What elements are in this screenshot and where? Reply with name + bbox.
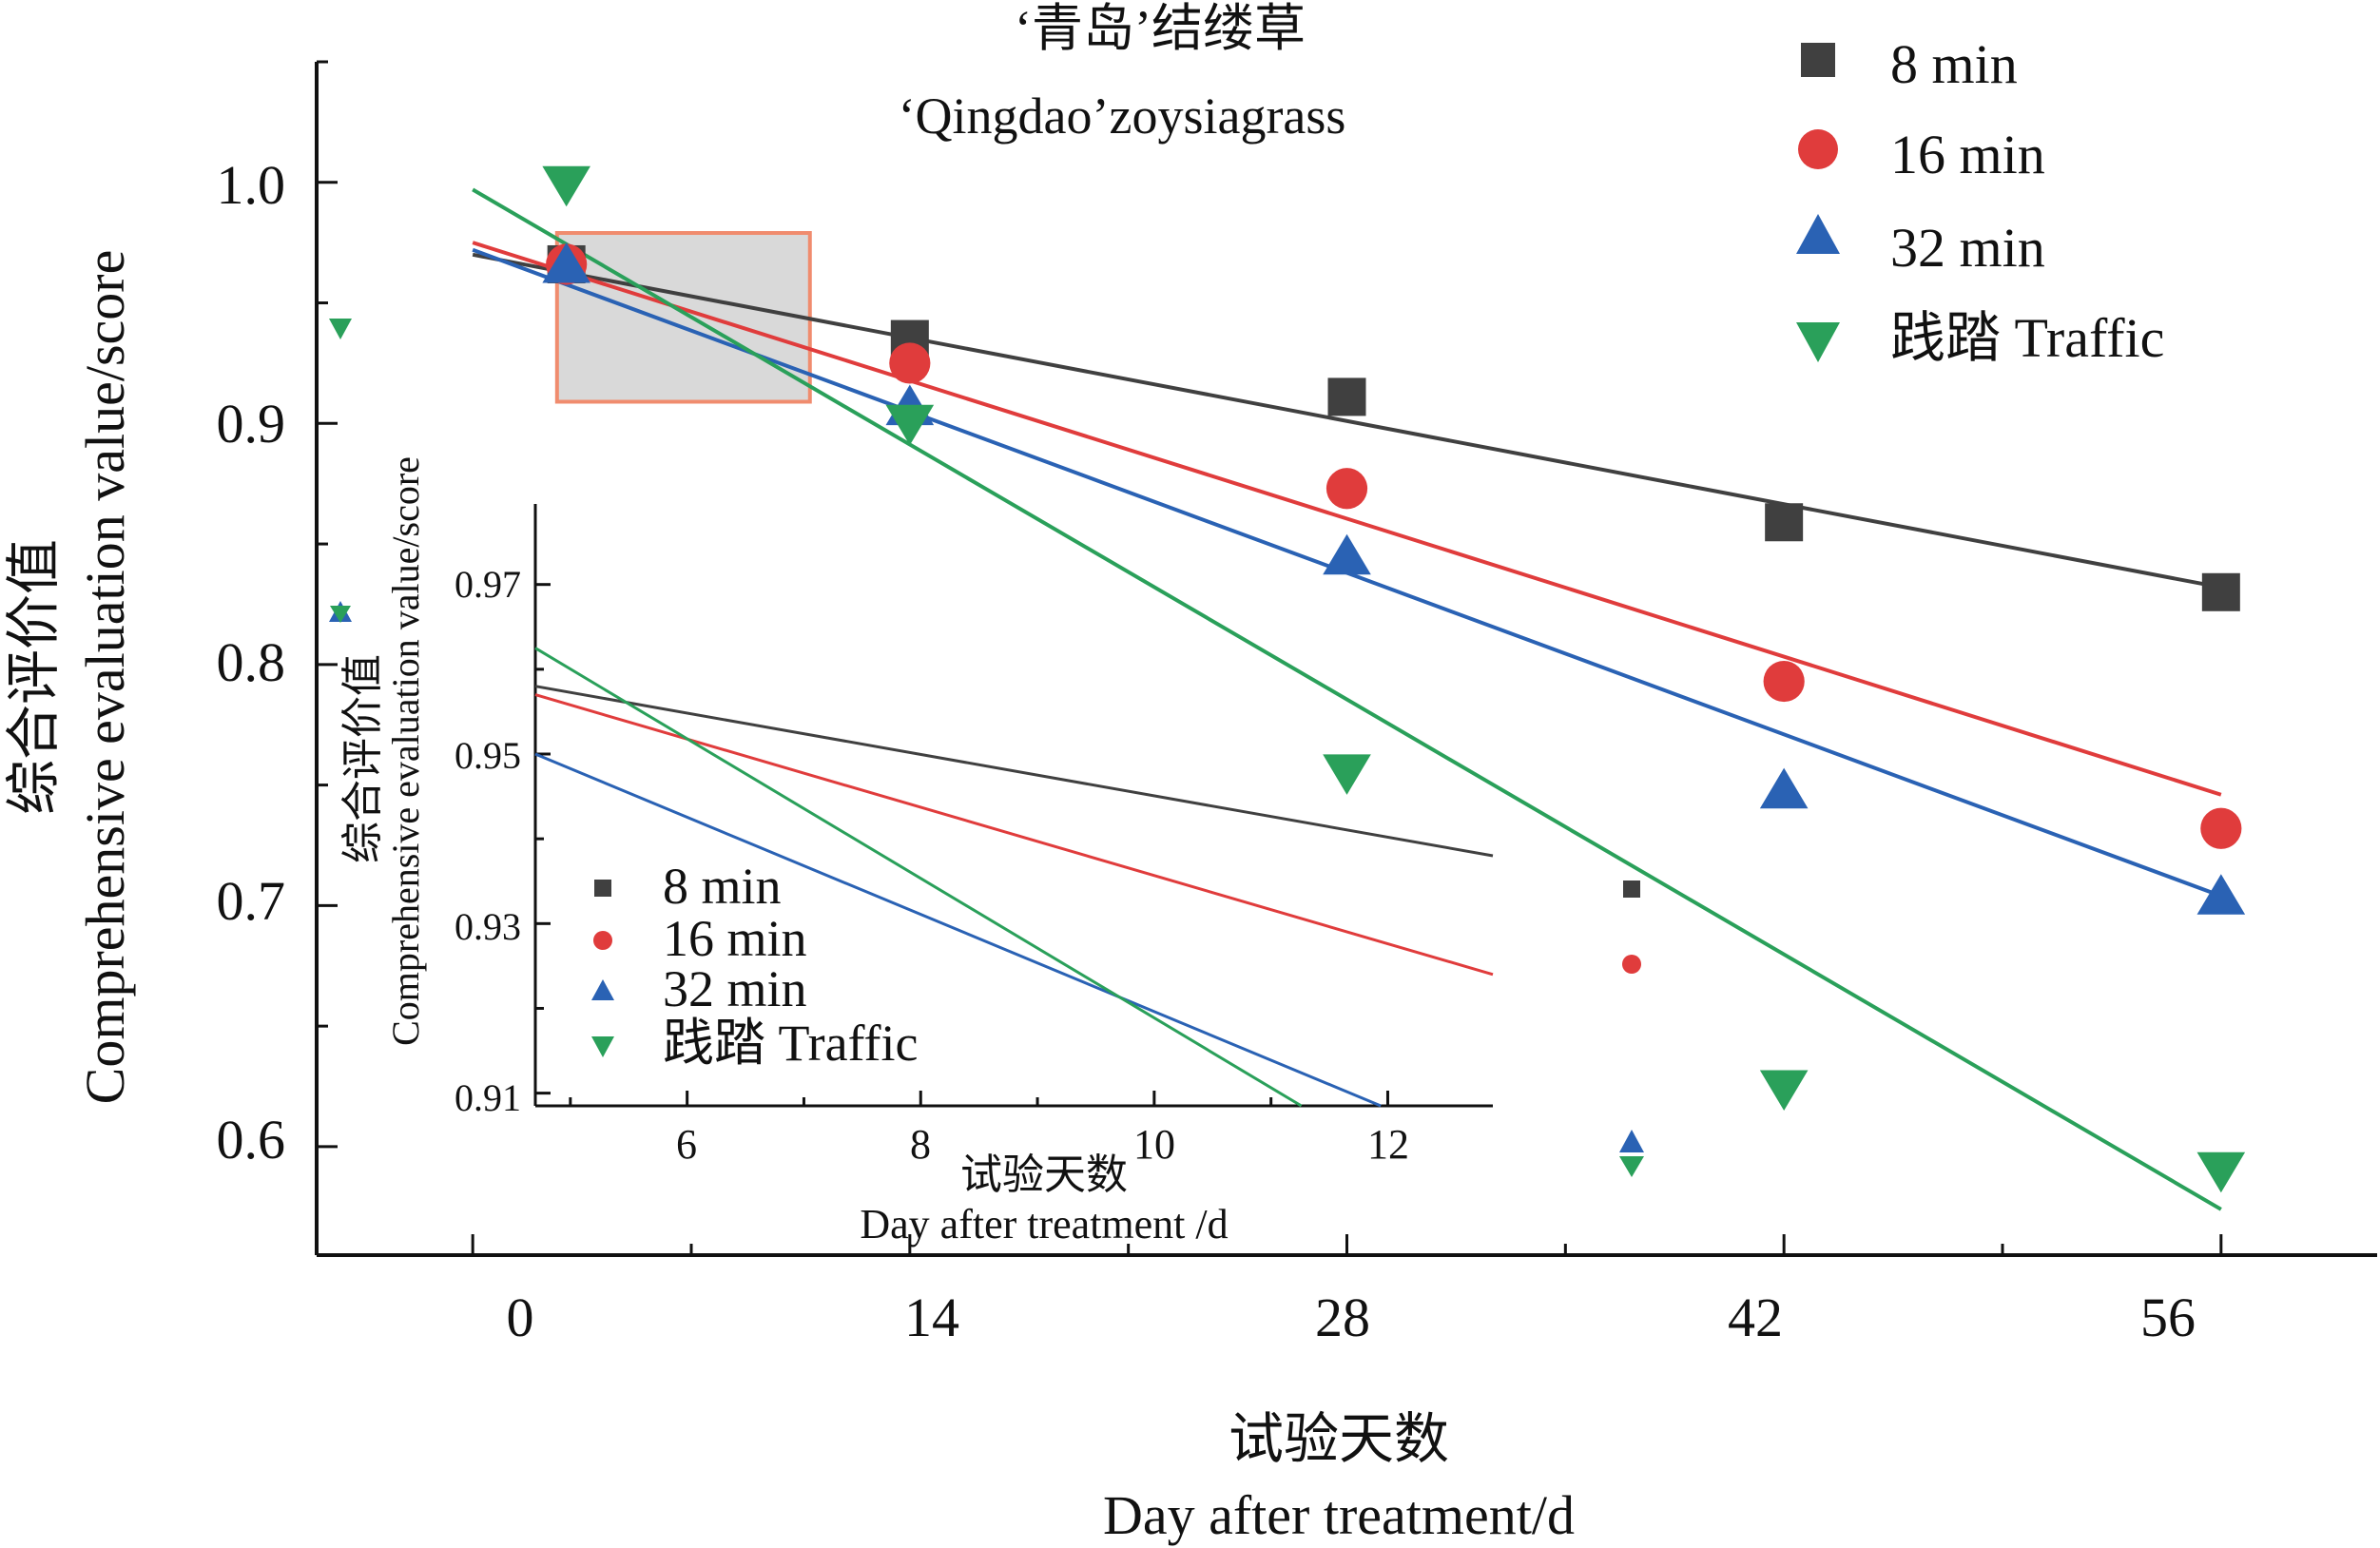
inset-legend-label-traffic: 践踏 Traffic xyxy=(663,1015,919,1072)
point-min32-day56 xyxy=(2196,874,2246,915)
inset-y-tick-label-0.97: 0.97 xyxy=(455,563,521,606)
inset-legend-marker-16min xyxy=(593,931,612,950)
stray-16min-marker-right xyxy=(1622,955,1641,974)
y-tick-label-0.8: 0.8 xyxy=(217,631,286,693)
y-tick-label-0.7: 0.7 xyxy=(217,870,286,932)
inset-line-min16 xyxy=(534,693,1494,977)
stray-markers xyxy=(329,319,1644,1177)
inset-x-tick-label-6: 6 xyxy=(676,1121,697,1168)
y-tick-label-0.9: 0.9 xyxy=(217,393,286,455)
point-min8-day42 xyxy=(1765,503,1804,542)
point-min16-day42 xyxy=(1763,660,1805,703)
inset-legend-label-8min: 8 min xyxy=(663,858,782,915)
stray-traffic-marker-left-behind xyxy=(330,606,351,623)
point-traffic-day3 xyxy=(542,165,590,207)
inset-y-tick-label-0.91: 0.91 xyxy=(455,1076,521,1119)
point-min16-day56 xyxy=(2200,807,2242,849)
point-min16-day28 xyxy=(1325,468,1368,510)
point-min8-day56 xyxy=(2201,572,2240,611)
x-tick-label-14: 14 xyxy=(904,1287,959,1348)
x-tick-label-28: 28 xyxy=(1315,1287,1370,1348)
stray-8min-marker-right xyxy=(1623,880,1640,898)
x-tick-label-42: 42 xyxy=(1728,1287,1783,1348)
legend-marker-8min xyxy=(1801,43,1835,77)
inset-x-tick-label-8: 8 xyxy=(910,1121,931,1168)
inset-legend-marker-32min xyxy=(591,979,614,1000)
inset-legend-label-16min: 16 min xyxy=(663,910,807,967)
inset-y-tick-label-0.95: 0.95 xyxy=(455,734,521,777)
y-axis-label-en: Comprehensive evaluation value/score xyxy=(74,250,136,1105)
zoom-box xyxy=(554,231,812,404)
inset-y-tick-label-0.93: 0.93 xyxy=(455,905,521,948)
stray-32min-marker-right xyxy=(1619,1130,1644,1152)
inset-line-min32 xyxy=(534,752,1382,1108)
inset-x-tick-label-12: 12 xyxy=(1367,1121,1409,1168)
x-axis-label-cn: 试验天数 xyxy=(1229,1408,1449,1470)
main-legend: 8 min 16 min 32 min 践踏 Traffic xyxy=(1796,33,2164,369)
inset-y-axis-label-cn: 综合评价值 xyxy=(339,654,386,863)
inset-x-tick-label-10: 10 xyxy=(1133,1121,1175,1168)
fit-line-min8 xyxy=(472,252,2222,590)
legend-marker-32min xyxy=(1796,214,1840,254)
point-traffic-day56 xyxy=(2196,1151,2246,1193)
inset-x-axis-label-en: Day after treatment /d xyxy=(860,1201,1228,1248)
point-traffic-day28 xyxy=(1323,754,1371,795)
legend-label-16min: 16 min xyxy=(1890,124,2045,185)
point-min32-day3 xyxy=(542,242,590,283)
point-traffic-day42 xyxy=(1759,1070,1809,1112)
y-tick-label-0.6: 0.6 xyxy=(217,1109,286,1171)
point-min32-day28 xyxy=(1323,533,1371,575)
inset-legend-label-32min: 32 min xyxy=(663,960,807,1017)
stray-traffic-marker-left xyxy=(329,319,352,339)
point-min8-day28 xyxy=(1327,377,1366,416)
zoom-region xyxy=(554,231,812,404)
chart-title-en: ‘Qingdao’zoysiagrass xyxy=(899,87,1346,145)
legend-marker-16min xyxy=(1798,129,1838,169)
legend-marker-traffic xyxy=(1796,322,1840,362)
inset-legend-marker-8min xyxy=(594,880,611,897)
inset-line-min8 xyxy=(534,685,1494,858)
inset-x-axis-label-cn: 试验天数 xyxy=(960,1151,1128,1198)
point-min32-day42 xyxy=(1759,767,1809,809)
inset-line-traffic xyxy=(534,647,1303,1108)
inset-fit-lines xyxy=(534,647,1494,1108)
legend-label-8min: 8 min xyxy=(1890,33,2018,95)
point-min16-day14 xyxy=(889,342,931,384)
inset-y-axis-label-en: Comprehensive evaluation value/score xyxy=(384,456,427,1046)
stray-traffic-marker-right xyxy=(1619,1156,1644,1177)
y-axis-label-cn: 综合评价值 xyxy=(3,539,65,815)
inset-legend-marker-traffic xyxy=(591,1036,614,1057)
chart-title-cn: ‘青岛’结缕草 xyxy=(1015,0,1306,57)
inset-chart: 6 8 10 12 0.91 0.93 0.95 0.97 试验天数 Day a… xyxy=(339,456,1494,1248)
x-tick-label-56: 56 xyxy=(2140,1287,2196,1348)
x-axis-label-en: Day after treatment/d xyxy=(1103,1484,1575,1546)
main-data-points xyxy=(542,165,2246,1193)
fit-line-traffic xyxy=(472,187,2222,1211)
main-axis-ticks xyxy=(317,60,2223,1255)
y-tick-label-1.0: 1.0 xyxy=(217,154,286,216)
inset-legend: 8 min 16 min 32 min 践踏 Traffic xyxy=(591,858,919,1072)
legend-label-32min: 32 min xyxy=(1890,217,2045,279)
fit-line-min16 xyxy=(472,241,2222,797)
x-tick-label-0: 0 xyxy=(507,1287,534,1348)
legend-label-traffic: 践踏 Traffic xyxy=(1890,307,2164,369)
point-traffic-day14 xyxy=(885,404,935,446)
